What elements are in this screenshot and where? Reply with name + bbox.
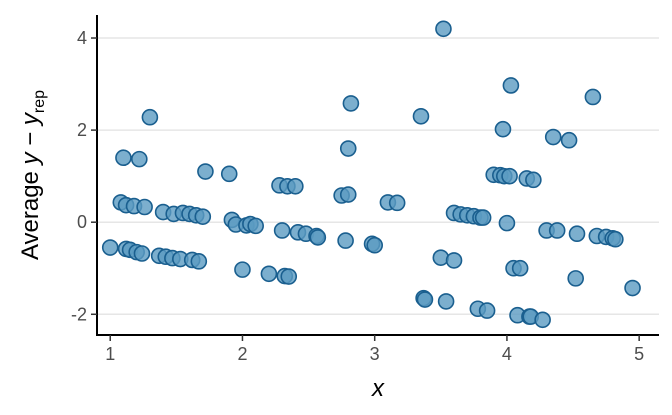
data-point: [494, 120, 512, 138]
data-point: [136, 198, 153, 216]
data-point: [534, 311, 551, 329]
data-point: [115, 149, 132, 167]
data-point: [388, 194, 406, 212]
data-point: [133, 245, 151, 262]
gridlines: [97, 37, 659, 316]
data-point: [544, 128, 562, 146]
data-point: [437, 293, 455, 310]
data-point: [525, 171, 542, 189]
data-point: [309, 229, 327, 246]
data-point: [432, 249, 450, 266]
x-axis-title: x: [371, 375, 385, 402]
y-axis-ticks: -2 0 2 4: [71, 28, 97, 324]
y-tick-label: 0: [77, 212, 87, 232]
data-point: [502, 77, 520, 94]
data-point: [194, 208, 212, 225]
data-point: [339, 140, 357, 157]
data-point: [339, 186, 357, 203]
y-tick-label: -2: [71, 304, 87, 324]
data-point: [416, 291, 434, 308]
data-points: [101, 20, 641, 329]
data-point: [273, 222, 291, 239]
data-point: [435, 20, 452, 38]
data-point: [567, 270, 584, 287]
data-point: [220, 165, 238, 183]
x-axis-ticks: 1 2 3 4 5: [105, 335, 644, 364]
data-point: [342, 95, 360, 112]
data-point: [560, 131, 578, 149]
data-point: [287, 177, 304, 195]
data-point: [548, 222, 566, 239]
data-point: [280, 268, 298, 285]
data-point: [498, 214, 516, 232]
data-point: [197, 163, 214, 180]
x-tick-label: 2: [237, 344, 247, 364]
data-point: [101, 239, 119, 256]
y-tick-label: 2: [77, 120, 87, 140]
x-tick-label: 5: [634, 344, 644, 364]
x-tick-label: 1: [105, 344, 115, 364]
data-point: [190, 253, 208, 270]
data-point: [445, 252, 463, 269]
data-point: [247, 217, 264, 235]
data-point: [584, 88, 602, 106]
data-point: [511, 259, 529, 277]
data-point: [366, 236, 383, 254]
y-tick-label: 4: [77, 28, 87, 48]
data-point: [260, 265, 278, 283]
data-point: [501, 167, 518, 185]
data-point: [607, 230, 624, 248]
data-point: [478, 302, 496, 319]
data-point: [568, 225, 586, 243]
x-tick-label: 4: [502, 344, 512, 364]
x-tick-label: 3: [370, 344, 380, 364]
data-point: [474, 209, 492, 226]
data-point: [131, 150, 148, 168]
data-point: [412, 107, 430, 125]
data-point: [624, 279, 641, 297]
data-point: [141, 108, 159, 126]
data-point: [337, 232, 354, 249]
y-axis-title: Average y − yrep: [17, 90, 48, 260]
data-point: [234, 261, 251, 278]
